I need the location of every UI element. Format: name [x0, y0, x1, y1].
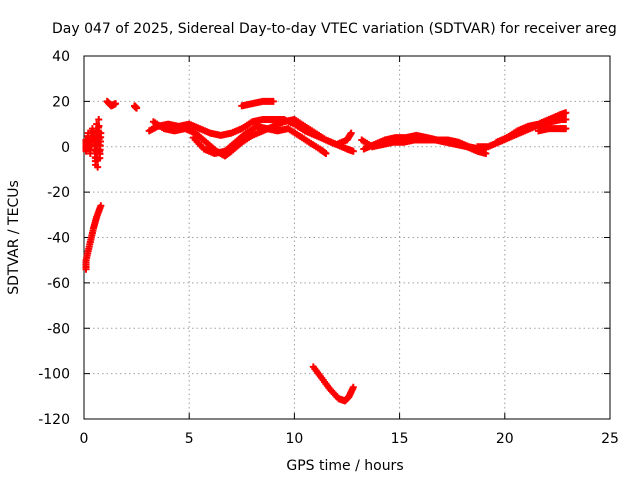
chart-title: Day 047 of 2025, Sidereal Day-to-day VTE… — [52, 21, 617, 37]
y-tick-label: -80 — [47, 321, 70, 337]
y-tick-label: 0 — [61, 140, 70, 156]
data-point — [133, 104, 141, 112]
data-point — [94, 163, 102, 171]
y-tick-label: -60 — [47, 276, 70, 292]
tick-labels: 0 5 10 15 20 25 -120 -100 -80 -60 -40 -20 0 20 40 — [38, 49, 619, 447]
data-series — [189, 122, 330, 158]
data-point — [95, 116, 103, 124]
data-series — [238, 97, 277, 110]
x-tick-label: 25 — [601, 431, 619, 447]
data-point — [347, 129, 355, 137]
x-tick-label: 0 — [80, 431, 89, 447]
data-point — [97, 202, 105, 210]
data-series — [130, 102, 141, 112]
y-tick-label: 40 — [52, 49, 70, 65]
data-point — [112, 100, 120, 108]
y-tick-label: 20 — [52, 94, 70, 110]
axis-ticks — [83, 55, 611, 420]
data-series — [360, 131, 484, 153]
data-point — [349, 147, 357, 155]
data-series — [473, 116, 570, 151]
data-point — [562, 109, 570, 117]
data-series — [309, 363, 357, 405]
data-points — [82, 97, 570, 405]
data-point — [482, 150, 490, 158]
y-tick-label: -20 — [47, 185, 70, 201]
data-point — [322, 150, 330, 158]
data-series — [82, 116, 105, 171]
data-series — [82, 202, 105, 273]
data-point — [562, 116, 570, 124]
data-point — [349, 383, 357, 391]
x-tick-label: 20 — [496, 431, 514, 447]
y-tick-label: -120 — [38, 412, 70, 428]
y-tick-label: -40 — [47, 231, 70, 247]
x-tick-label: 10 — [285, 431, 303, 447]
data-point — [269, 97, 277, 105]
x-tick-label: 5 — [185, 431, 194, 447]
y-tick-label: -100 — [38, 367, 70, 383]
x-tick-label: 15 — [391, 431, 409, 447]
data-series — [103, 97, 120, 110]
data-series — [534, 125, 570, 135]
y-axis-label: SDTVAR / TECUs — [6, 180, 22, 295]
grid-lines — [84, 56, 610, 419]
x-axis-label: GPS time / hours — [286, 458, 403, 474]
data-point — [95, 122, 103, 130]
plot-frame — [83, 55, 611, 420]
data-series — [492, 109, 570, 146]
data-point — [97, 129, 105, 137]
data-point — [562, 125, 570, 133]
